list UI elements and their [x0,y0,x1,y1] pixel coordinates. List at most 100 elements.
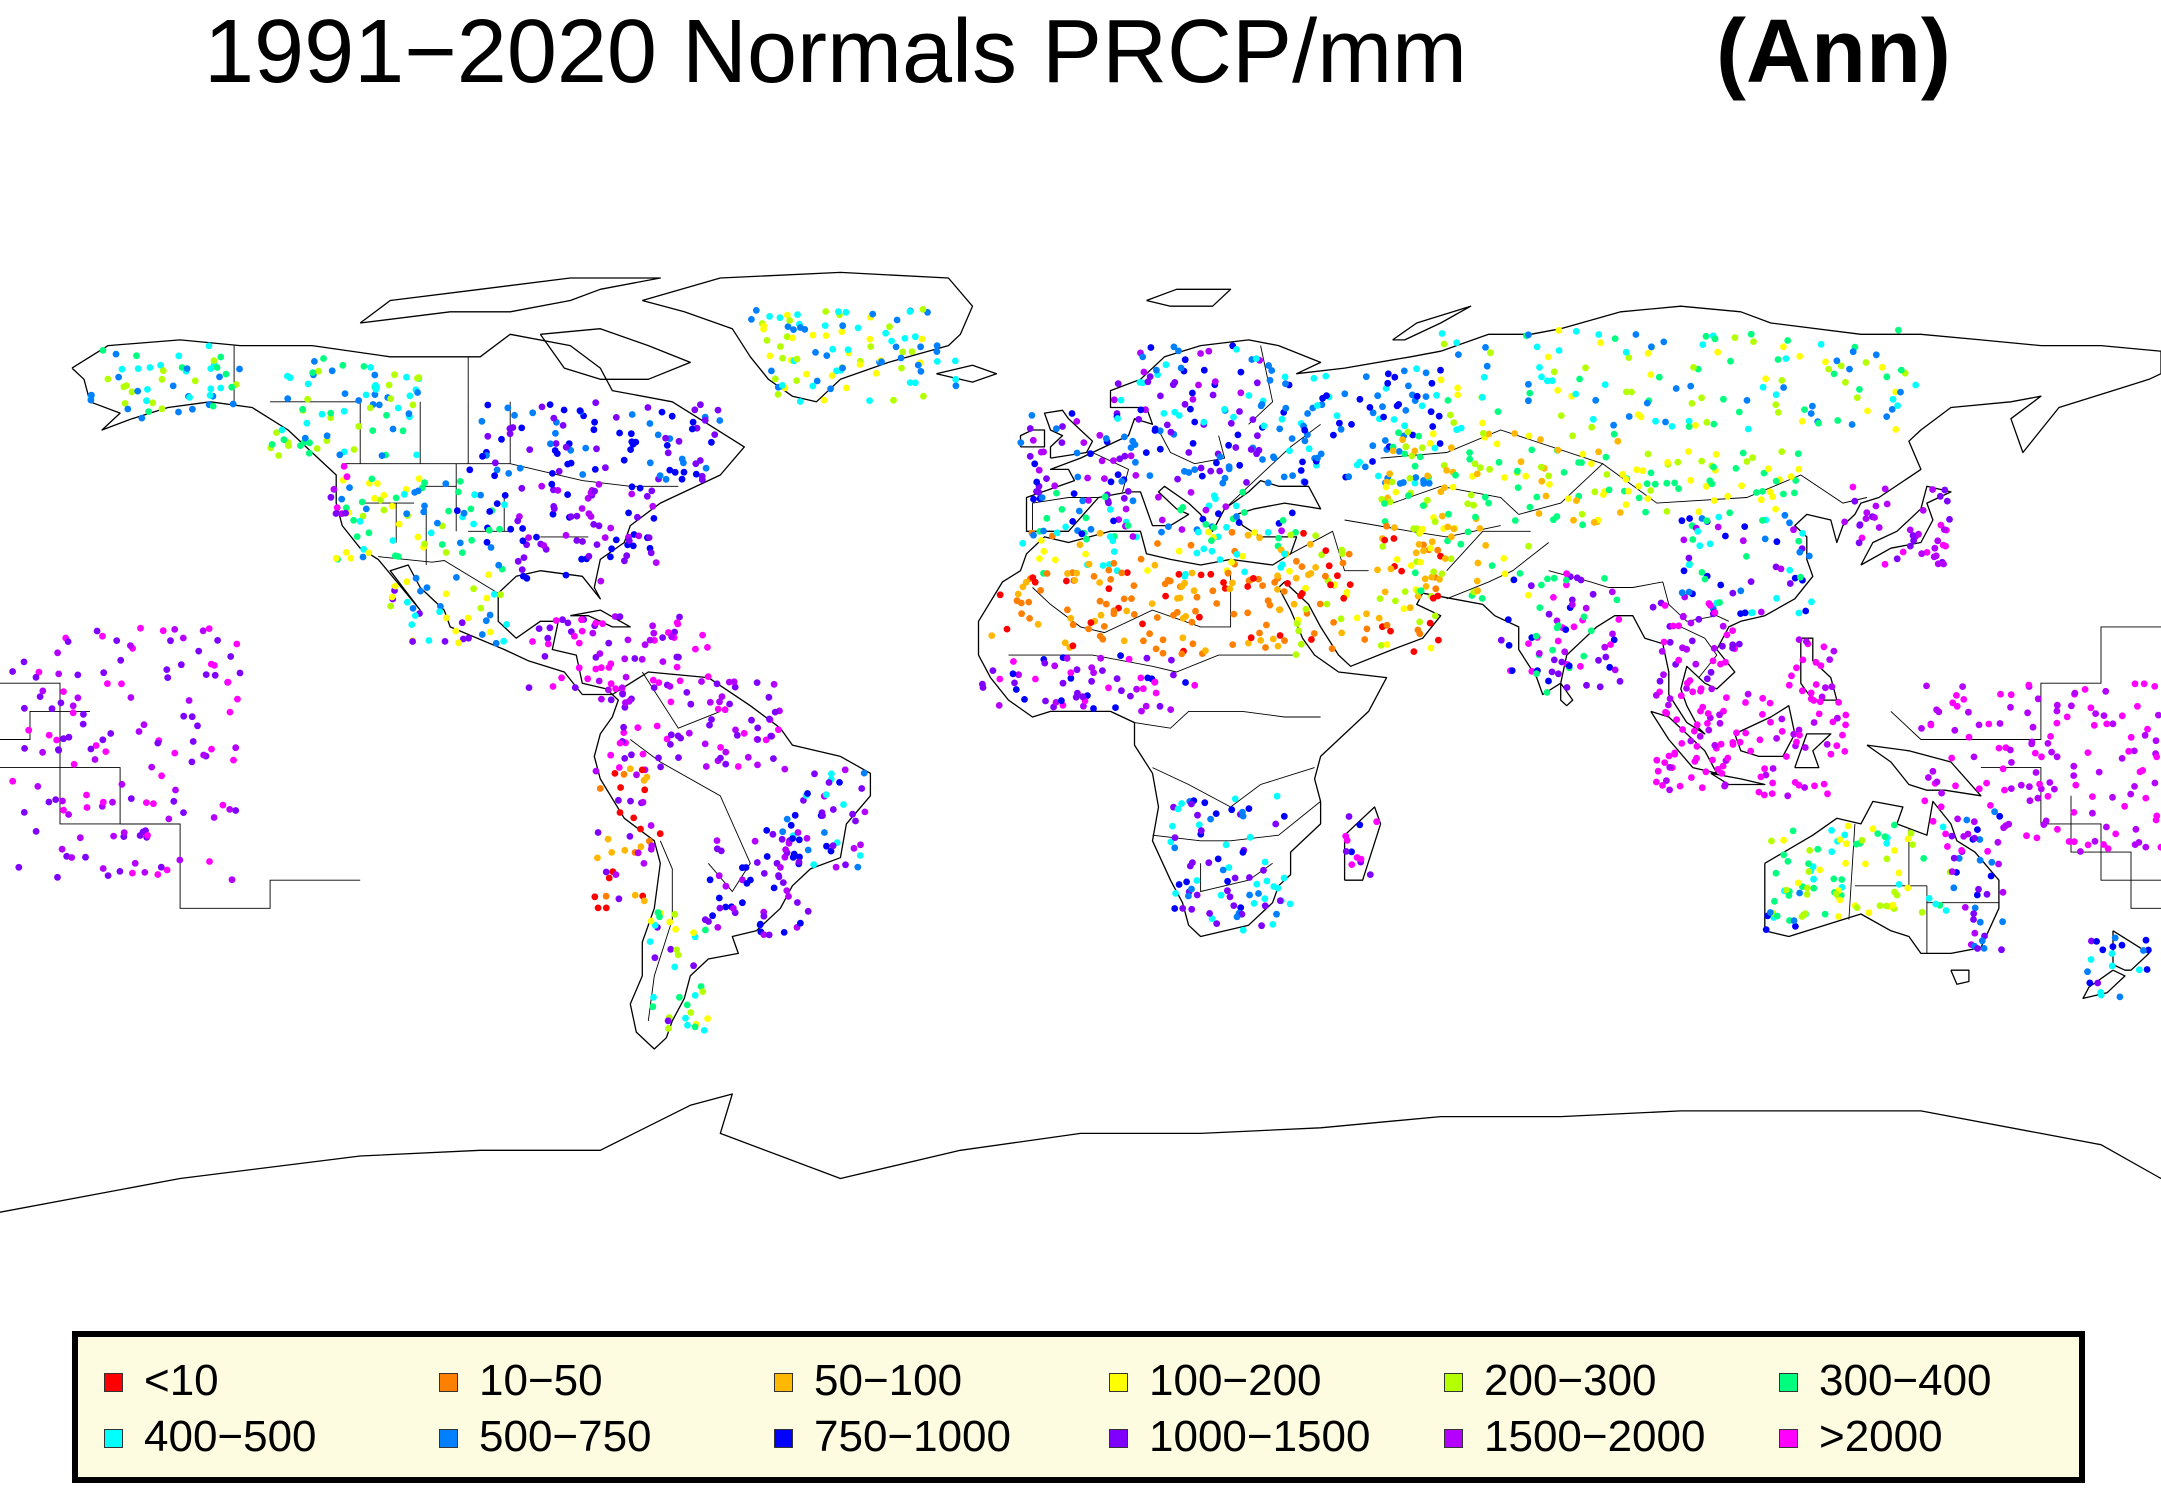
station-point [1369,409,1377,417]
station-point [1983,890,1991,898]
station-point [680,459,687,467]
station-point [1710,497,1718,504]
station-point [1138,707,1145,715]
station-point [597,664,605,672]
station-point [519,525,526,532]
station-point [1297,592,1304,600]
station-point [486,611,494,619]
station-point [1698,784,1706,792]
station-point [1258,922,1265,930]
station-point [65,733,73,741]
station-point [762,736,770,744]
station-point [1121,452,1129,460]
station-point [673,619,681,626]
station-point [1843,840,1850,848]
station-point [605,874,613,882]
station-point [148,763,156,771]
station-point [1225,864,1233,871]
station-point [1274,642,1282,650]
station-point [1664,459,1671,466]
station-point [1099,667,1106,674]
station-point [1224,877,1231,885]
station-point [706,721,713,729]
station-point [1239,808,1246,816]
legend-label: 400−500 [144,1412,317,1461]
station-point [2034,695,2042,703]
station-point [1447,411,1454,419]
station-point [1582,604,1590,612]
station-point [840,801,847,808]
station-point [1695,615,1703,623]
station-point [1766,699,1774,707]
station-point [1474,559,1482,567]
station-point [1653,778,1660,786]
station-point [1120,494,1128,502]
station-point [1822,684,1829,692]
station-point [1414,592,1422,600]
station-point [233,640,241,648]
station-point [1691,758,1699,765]
station-point [594,829,602,836]
station-point [1792,477,1800,484]
station-point [1097,611,1105,619]
station-point [593,445,600,453]
station-point [1478,595,1486,602]
station-point [1794,450,1802,458]
station-point [2031,749,2039,757]
station-point [143,799,150,806]
legend-label: 200−300 [1484,1356,1657,1405]
station-point [1897,388,1904,396]
station-point [1207,570,1215,578]
station-point [1340,594,1348,602]
station-point [1299,458,1306,466]
station-point [716,904,724,912]
station-point [901,335,909,342]
station-point [455,639,462,647]
station-point [1233,913,1241,921]
station-point [414,533,422,541]
station-point [783,333,791,341]
station-point [1444,523,1452,531]
station-point [1738,482,1745,490]
station-point [1241,568,1248,576]
station-point [320,355,327,362]
station-point [690,929,697,937]
station-point [760,870,768,877]
station-point [340,463,348,470]
station-point [1479,419,1486,427]
station-point [1261,902,1269,910]
station-point [1929,767,1937,775]
station-point [1466,455,1474,463]
station-point [615,764,623,771]
station-point [1799,656,1807,664]
station-point [442,549,450,556]
station-point [1114,471,1122,479]
station-point [691,406,699,414]
station-point [647,845,655,853]
station-point [69,702,77,710]
station-point [1995,744,2003,752]
station-point [1906,542,1914,550]
station-point [1862,515,1870,522]
station-point [1796,889,1803,897]
station-point [1958,847,1965,854]
station-point [1053,529,1061,537]
station-point [434,519,441,527]
station-point [627,797,634,805]
station-point [1337,425,1345,433]
station-point [1766,488,1774,496]
station-point [1892,388,1899,396]
station-point [1420,547,1427,555]
station-point [1038,494,1046,501]
station-point [1177,364,1185,372]
station-point [1851,497,1859,505]
coastline [1866,744,1982,797]
station-point [1110,457,1117,464]
station-point [1121,433,1128,441]
station-point [767,732,775,740]
station-point [911,333,919,341]
station-point [1015,671,1022,679]
station-point [1549,646,1556,654]
station-point [1191,466,1199,473]
station-point [1963,816,1971,824]
